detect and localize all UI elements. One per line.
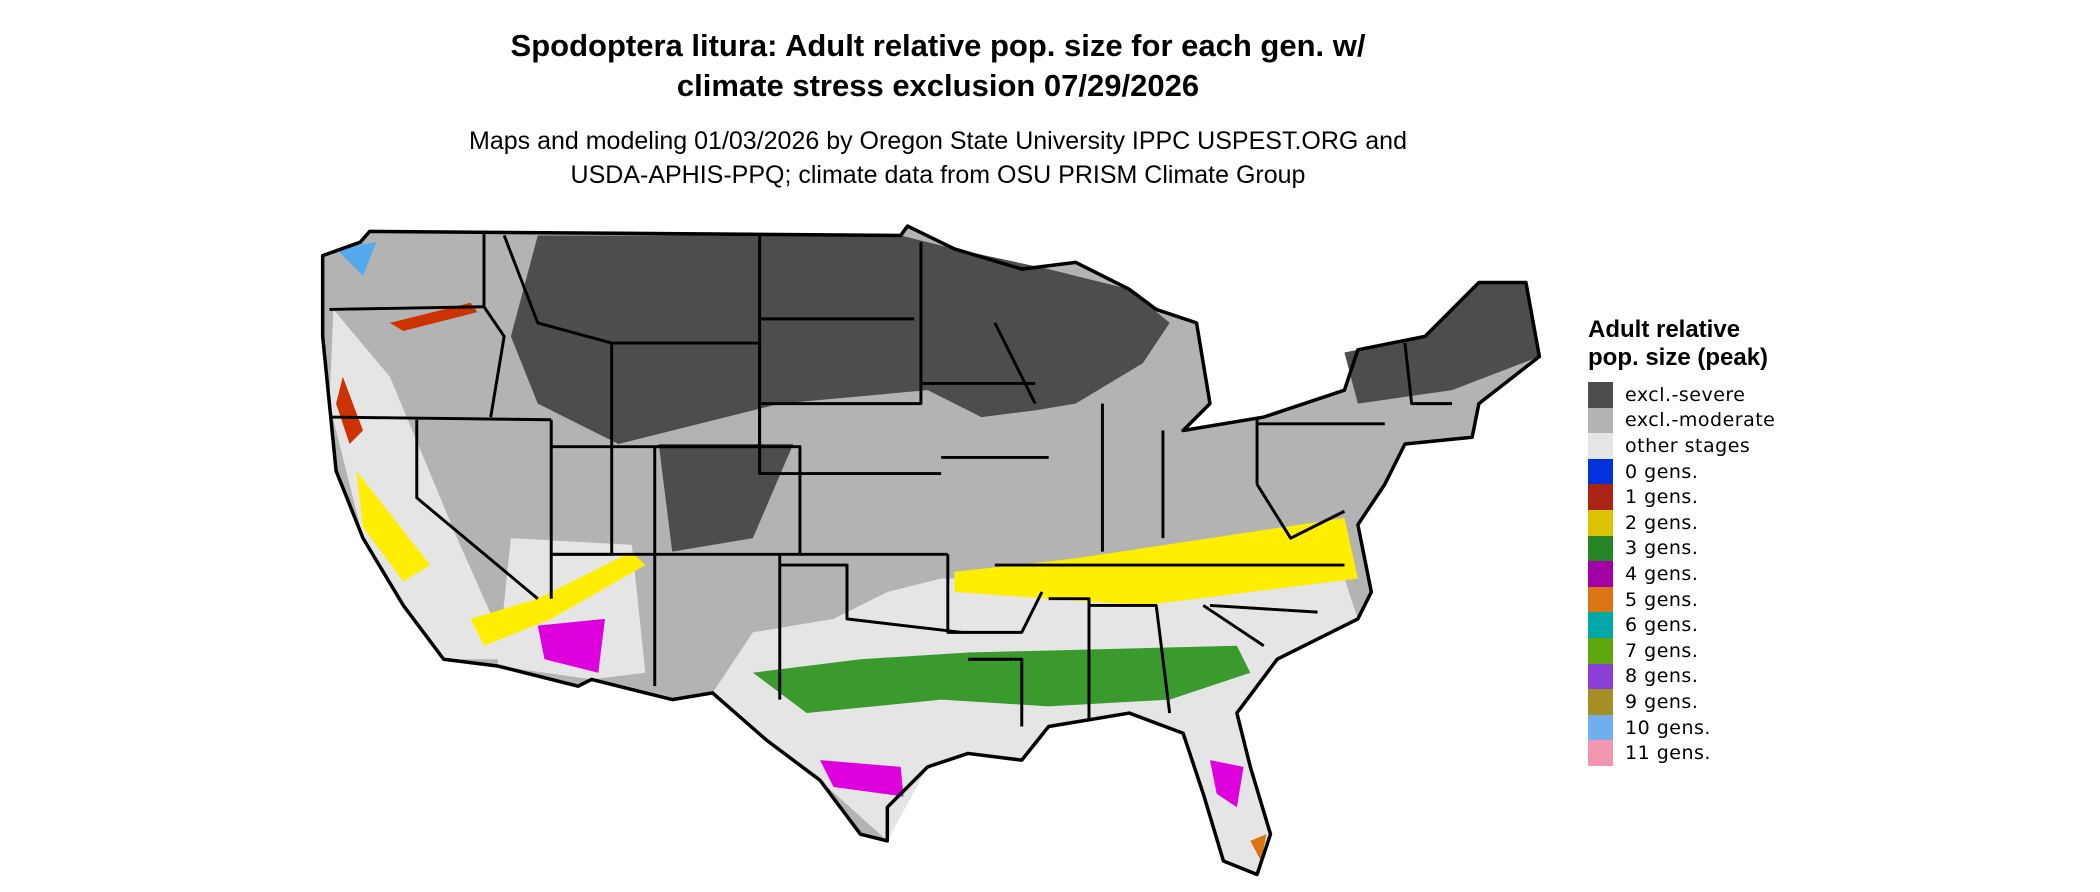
- legend-swatch: [1588, 458, 1613, 485]
- legend-item: 8 gens.: [1588, 663, 1788, 690]
- region-4gens-florida: [1209, 760, 1244, 808]
- border-ok-tx: [779, 563, 962, 634]
- border-ca-nv: [415, 419, 539, 600]
- border-mo-ar: [946, 554, 1044, 634]
- legend-label: 9 gens.: [1625, 690, 1699, 713]
- legend-swatch: [1588, 509, 1613, 536]
- region-2gens-california: [356, 470, 431, 582]
- title-line-2: climate stress exclusion 07/29/2026: [676, 68, 1200, 103]
- legend-label: 10 gens.: [1625, 716, 1711, 739]
- region-4gens-arizona: [537, 618, 605, 673]
- region-4gens-south-texas: [820, 760, 904, 797]
- border-nc-sc: [1209, 603, 1318, 614]
- legend-swatch: [1588, 484, 1613, 510]
- legend-item: 10 gens.: [1588, 714, 1788, 741]
- legend-item: excl.-severe: [1588, 382, 1788, 408]
- border-wa-or: [329, 305, 485, 311]
- legend-item: 3 gens.: [1588, 535, 1788, 562]
- legend-label: 4 gens.: [1625, 562, 1699, 585]
- legend-label: 2 gens.: [1625, 511, 1699, 534]
- subtitle-line-2: USDA-APHIS-PPQ; climate data from OSU PR…: [570, 161, 1306, 189]
- legend: Adult relative pop. size (peak) excl.-se…: [1588, 316, 1788, 766]
- state-borders: [329, 231, 1452, 727]
- legend-swatch: [1588, 663, 1613, 690]
- legend-swatch: [1588, 689, 1613, 715]
- us-outline: [320, 224, 1542, 877]
- border-wi-mn: [993, 322, 1037, 405]
- border-ga-sc: [1202, 604, 1265, 648]
- legend-label: excl.-severe: [1625, 383, 1746, 406]
- legend-title: Adult relative pop. size (peak): [1588, 316, 1769, 371]
- region-other-westcoast: [329, 309, 511, 660]
- legend-label: excl.-moderate: [1625, 409, 1776, 432]
- legend-label: 6 gens.: [1625, 614, 1699, 637]
- legend-swatch: [1588, 382, 1613, 408]
- border-wv-va: [1255, 483, 1346, 540]
- legend-label: 0 gens.: [1625, 460, 1699, 483]
- legend-item: 4 gens.: [1588, 561, 1788, 587]
- legend-item: 5 gens.: [1588, 586, 1788, 613]
- legend-item: excl.-moderate: [1588, 407, 1788, 434]
- region-other-south: [712, 578, 1358, 875]
- region-2gens-kentucky-virginia: [954, 517, 1358, 606]
- border-ca-or-nv: [329, 415, 552, 422]
- legend-item: 11 gens.: [1588, 740, 1788, 766]
- legend-item: 6 gens.: [1588, 612, 1788, 638]
- region-1gens-oregon: [336, 376, 363, 444]
- legend-swatch: [1588, 586, 1613, 613]
- border-id-mt: [502, 234, 613, 345]
- legend-item: other stages: [1588, 433, 1788, 459]
- border-or-id: [482, 231, 506, 418]
- legend-label: 8 gens.: [1625, 665, 1699, 688]
- legend-label: 3 gens.: [1625, 537, 1699, 560]
- legend-label: 5 gens.: [1625, 588, 1699, 611]
- border-ms-al: [1048, 597, 1091, 720]
- region-1gens-washington: [389, 302, 478, 331]
- region-2gens-arizona: [470, 551, 646, 646]
- legend-swatch: [1588, 561, 1613, 587]
- region-severe-northeast: [1344, 282, 1540, 404]
- region-10gens-washington: [336, 242, 377, 276]
- subtitle-line-1: Maps and modeling 01/03/2026 by Oregon S…: [469, 127, 1407, 155]
- legend-item: 9 gens.: [1588, 689, 1788, 715]
- map-subtitle: Maps and modeling 01/03/2026 by Oregon S…: [0, 124, 1876, 192]
- border-ar-la: [967, 657, 1024, 727]
- legend-label: 7 gens.: [1625, 639, 1699, 662]
- legend-item: 0 gens.: [1588, 458, 1788, 485]
- legend-label: other stages: [1625, 434, 1751, 457]
- border-new-england: [1403, 342, 1452, 406]
- legend-items: excl.-severe excl.-moderate other stages 0 …: [1588, 382, 1788, 766]
- legend-swatch: [1588, 740, 1613, 766]
- border-az-nm: [551, 552, 657, 687]
- legend-swatch: [1588, 535, 1613, 562]
- legend-item: 1 gens.: [1588, 484, 1788, 510]
- legend-swatch: [1588, 433, 1613, 459]
- legend-item: 7 gens.: [1588, 637, 1788, 664]
- legend-swatch: [1588, 612, 1613, 638]
- legend-label: 1 gens.: [1625, 486, 1699, 509]
- legend-label: 11 gens.: [1625, 742, 1711, 765]
- region-severe-north: [510, 235, 1170, 444]
- legend-swatch: [1588, 714, 1613, 741]
- legend-swatch: [1588, 407, 1613, 434]
- legend-item: 2 gens.: [1588, 509, 1788, 536]
- legend-swatch: [1588, 637, 1613, 664]
- border-al-ga: [1088, 603, 1172, 714]
- map-title: Spodoptera litura: Adult relative pop. s…: [0, 26, 1876, 106]
- region-3gens-gulf: [752, 645, 1251, 714]
- border-ne-ks: [758, 403, 942, 476]
- title-line-1: Spodoptera litura: Adult relative pop. s…: [510, 28, 1366, 63]
